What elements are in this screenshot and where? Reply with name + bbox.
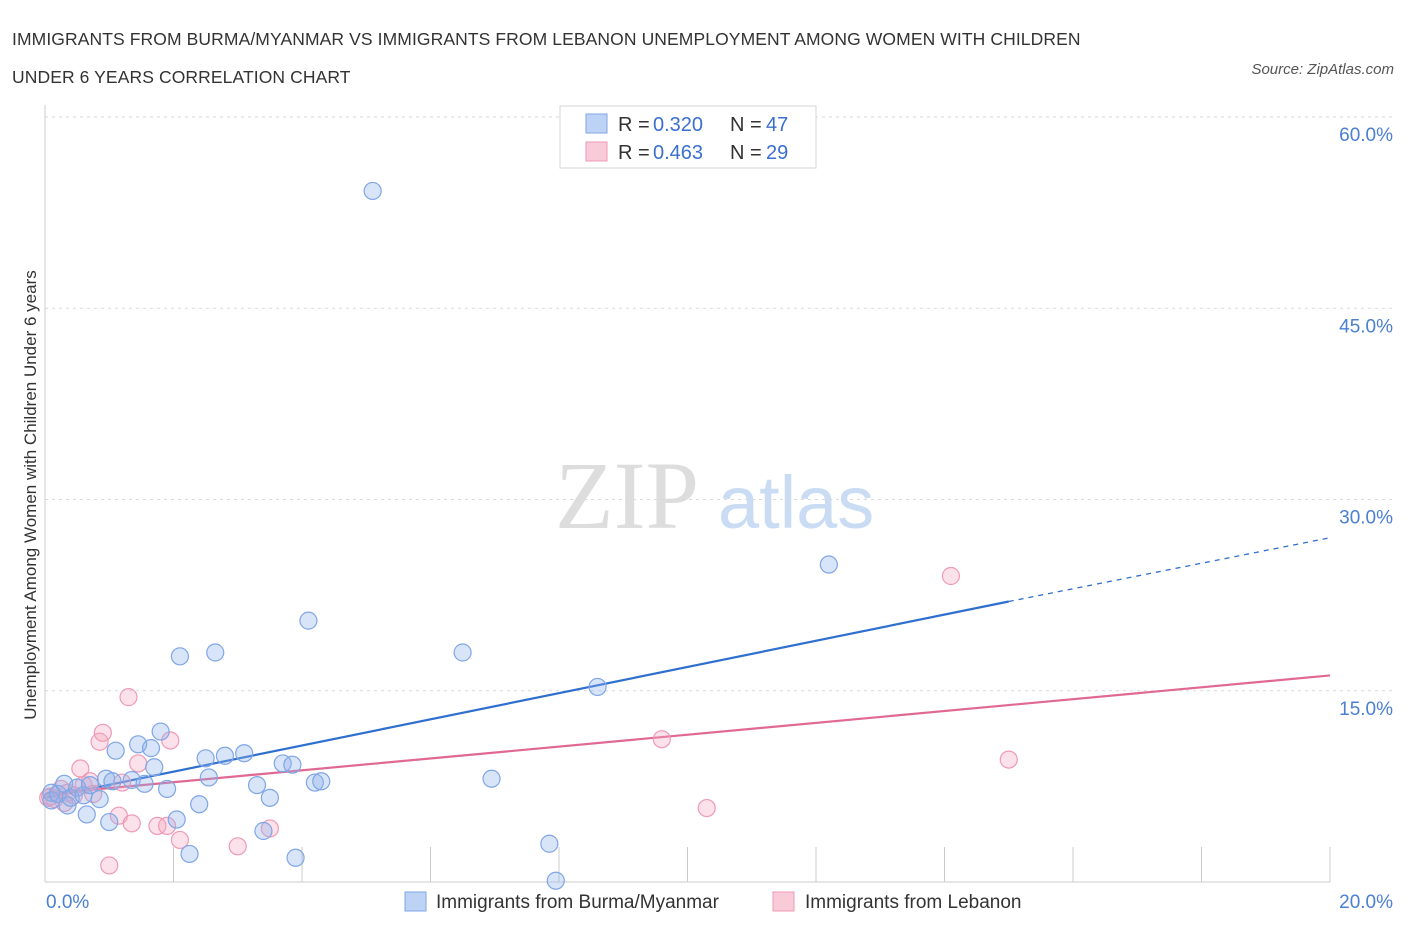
legend-n-label-2: N = bbox=[730, 142, 762, 164]
series-legend: Immigrants from Burma/Myanmar Immigrants… bbox=[404, 891, 1022, 913]
point-burma bbox=[286, 848, 305, 867]
chart-title: IMMIGRANTS FROM BURMA/MYANMAR VS IMMIGRA… bbox=[12, 20, 1081, 96]
chart-title-line1: IMMIGRANTS FROM BURMA/MYANMAR VS IMMIGRA… bbox=[12, 29, 1081, 49]
chart-title-line2: UNDER 6 YEARS CORRELATION CHART bbox=[12, 67, 351, 87]
legend-swatch-burma bbox=[585, 113, 608, 134]
point-burma bbox=[206, 643, 225, 662]
point-burma bbox=[196, 749, 215, 768]
point-lebanon bbox=[652, 730, 671, 749]
point-lebanon bbox=[148, 816, 167, 836]
point-burma bbox=[588, 677, 607, 697]
y-tick-label: 60.0% bbox=[1339, 125, 1393, 146]
point-lebanon bbox=[93, 723, 112, 742]
point-burma bbox=[247, 775, 267, 795]
source-label: Source: ZipAtlas.com bbox=[1251, 61, 1394, 78]
point-burma bbox=[540, 834, 559, 853]
point-lebanon bbox=[228, 837, 247, 856]
y-tick-label: 30.0% bbox=[1339, 508, 1393, 529]
legend-r-label-2: R = bbox=[618, 142, 650, 164]
point-lebanon bbox=[129, 754, 148, 773]
y-tick-labels: 15.0% 30.0% 45.0% 60.0% bbox=[1339, 125, 1393, 720]
axes bbox=[44, 105, 1331, 883]
legend-r-label-1: R = bbox=[618, 114, 650, 136]
point-burma bbox=[363, 181, 382, 201]
series-legend-label-burma: Immigrants from Burma/Myanmar bbox=[436, 892, 720, 913]
point-burma bbox=[106, 741, 125, 760]
trend-line-burma-extension bbox=[1008, 537, 1331, 603]
trend-line-lebanon bbox=[44, 674, 1331, 796]
point-burma bbox=[312, 772, 331, 791]
point-lebanon bbox=[697, 798, 716, 818]
point-burma bbox=[819, 555, 838, 574]
legend-r-value-2: 0.463 bbox=[653, 142, 703, 164]
point-burma bbox=[180, 844, 199, 864]
point-burma bbox=[145, 758, 164, 777]
legend-swatch-lebanon bbox=[585, 141, 608, 162]
point-lebanon bbox=[122, 814, 141, 833]
watermark-zip: ZIP bbox=[555, 442, 699, 549]
point-lebanon bbox=[999, 750, 1018, 769]
point-burma bbox=[103, 772, 122, 791]
x-tick-label-min: 0.0% bbox=[46, 892, 89, 913]
gridlines bbox=[45, 116, 1393, 692]
point-burma bbox=[190, 795, 209, 814]
point-burma bbox=[215, 746, 234, 765]
trend-lines bbox=[44, 537, 1331, 799]
point-lebanon bbox=[170, 830, 190, 850]
point-burma bbox=[235, 744, 254, 763]
trend-line-burma bbox=[44, 600, 1009, 799]
point-burma bbox=[42, 783, 61, 802]
point-lebanon bbox=[100, 856, 119, 875]
point-lebanon bbox=[941, 566, 961, 586]
legend-n-value-1: 47 bbox=[766, 114, 788, 136]
x-tick-label-max: 20.0% bbox=[1339, 892, 1393, 913]
point-burma bbox=[77, 805, 96, 824]
series-legend-swatch-burma bbox=[404, 891, 427, 912]
point-burma bbox=[305, 773, 324, 792]
watermark-atlas: atlas bbox=[718, 461, 874, 544]
point-burma bbox=[170, 647, 190, 666]
series-legend-label-lebanon: Immigrants from Lebanon bbox=[805, 892, 1022, 913]
point-burma bbox=[283, 755, 302, 774]
point-burma bbox=[546, 871, 565, 890]
legend-r-value-1: 0.320 bbox=[653, 114, 703, 136]
legend-n-label-1: N = bbox=[730, 114, 762, 136]
y-tick-label: 45.0% bbox=[1339, 316, 1393, 337]
point-burma bbox=[141, 739, 161, 758]
legend-n-value-2: 29 bbox=[766, 142, 788, 164]
point-burma bbox=[254, 821, 273, 841]
y-axis-label: Unemployment Among Women with Children U… bbox=[21, 270, 40, 719]
series-legend-swatch-lebanon bbox=[772, 891, 795, 912]
point-burma bbox=[453, 643, 472, 662]
point-burma bbox=[80, 775, 100, 795]
point-burma bbox=[199, 768, 218, 787]
point-burma bbox=[135, 774, 154, 793]
point-burma bbox=[157, 779, 177, 799]
point-lebanon bbox=[157, 816, 177, 836]
point-burma bbox=[90, 790, 109, 809]
point-burma bbox=[100, 812, 119, 832]
legend-box: R = 0.320 N = 47 R = 0.463 N = 29 bbox=[559, 105, 817, 169]
point-burma bbox=[151, 722, 170, 741]
y-tick-label: 15.0% bbox=[1339, 699, 1393, 720]
point-burma bbox=[167, 810, 186, 829]
data-points bbox=[39, 181, 1018, 890]
point-burma bbox=[273, 754, 292, 773]
point-burma bbox=[482, 769, 501, 788]
point-burma bbox=[260, 788, 279, 807]
point-burma bbox=[299, 611, 318, 630]
point-lebanon bbox=[119, 688, 138, 707]
